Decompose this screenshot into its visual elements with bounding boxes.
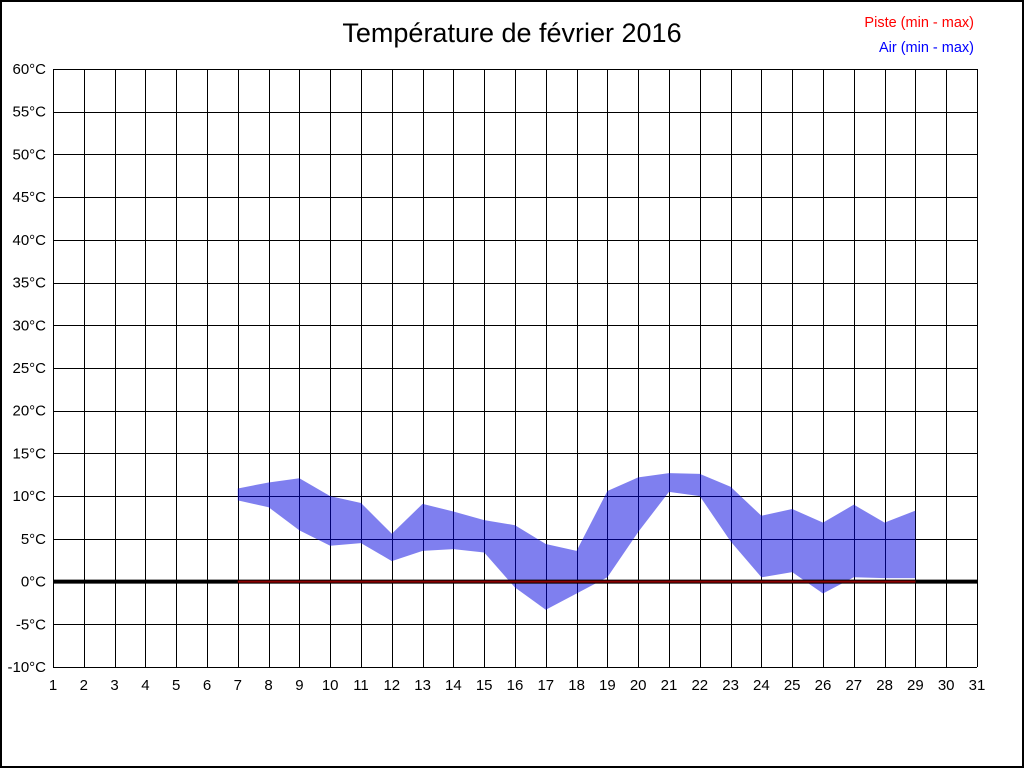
legend-entry-air: Air (min - max) bbox=[864, 36, 974, 61]
x-tick-label: 23 bbox=[722, 677, 739, 694]
x-tick-label: 4 bbox=[141, 677, 149, 694]
y-tick-label: 35°C bbox=[12, 275, 46, 292]
y-tick-label: 60°C bbox=[12, 61, 46, 78]
air-minmax-band bbox=[237, 473, 916, 610]
x-tick-label: 25 bbox=[784, 677, 801, 694]
x-tick-label: 21 bbox=[661, 677, 678, 694]
x-tick-label: 2 bbox=[80, 677, 88, 694]
y-tick-label: 55°C bbox=[12, 104, 46, 121]
x-tick-label: 17 bbox=[537, 677, 554, 694]
chart-title: Température de février 2016 bbox=[342, 18, 682, 48]
x-tick-label: 16 bbox=[507, 677, 524, 694]
x-tick-label: 28 bbox=[876, 677, 893, 694]
x-tick-label: 24 bbox=[753, 677, 770, 694]
x-tick-label: 9 bbox=[295, 677, 303, 694]
y-tick-label: 25°C bbox=[12, 360, 46, 377]
y-tick-label: 50°C bbox=[12, 146, 46, 163]
x-tick-label: 6 bbox=[203, 677, 211, 694]
legend-piste-label: Piste (min - max) bbox=[864, 15, 974, 31]
x-tick-label: 18 bbox=[568, 677, 585, 694]
x-tick-label: 5 bbox=[172, 677, 180, 694]
y-tick-label: 10°C bbox=[12, 488, 46, 505]
y-tick-label: -10°C bbox=[7, 659, 46, 676]
x-tick-label: 7 bbox=[234, 677, 242, 694]
x-tick-label: 19 bbox=[599, 677, 616, 694]
y-tick-label: 15°C bbox=[12, 445, 46, 462]
y-tick-label: 20°C bbox=[12, 403, 46, 420]
x-tick-label: 15 bbox=[476, 677, 493, 694]
x-tick-label: 12 bbox=[383, 677, 400, 694]
x-tick-label: 10 bbox=[322, 677, 339, 694]
y-tick-label: 40°C bbox=[12, 232, 46, 249]
x-tick-label: 29 bbox=[907, 677, 924, 694]
y-tick-label: 5°C bbox=[21, 531, 46, 548]
x-tick-label: 26 bbox=[815, 677, 832, 694]
y-tick-label: 45°C bbox=[12, 189, 46, 206]
y-tick-label: -5°C bbox=[16, 616, 46, 633]
x-tick-label: 1 bbox=[49, 677, 57, 694]
x-tick-label: 22 bbox=[691, 677, 708, 694]
chart-legend: Piste (min - max) Air (min - max) bbox=[864, 11, 974, 61]
x-tick-label: 8 bbox=[264, 677, 272, 694]
x-tick-label: 27 bbox=[845, 677, 862, 694]
x-tick-label: 13 bbox=[414, 677, 431, 694]
x-tick-label: 14 bbox=[445, 677, 462, 694]
legend-entry-piste: Piste (min - max) bbox=[864, 11, 974, 36]
x-tick-label: 31 bbox=[969, 677, 986, 694]
x-tick-label: 11 bbox=[353, 677, 369, 694]
x-tick-label: 3 bbox=[110, 677, 118, 694]
x-tick-label: 20 bbox=[630, 677, 647, 694]
x-tick-label: 30 bbox=[938, 677, 955, 694]
y-tick-label: 0°C bbox=[21, 574, 46, 591]
y-tick-label: 30°C bbox=[12, 317, 46, 334]
legend-air-label: Air (min - max) bbox=[878, 40, 974, 56]
